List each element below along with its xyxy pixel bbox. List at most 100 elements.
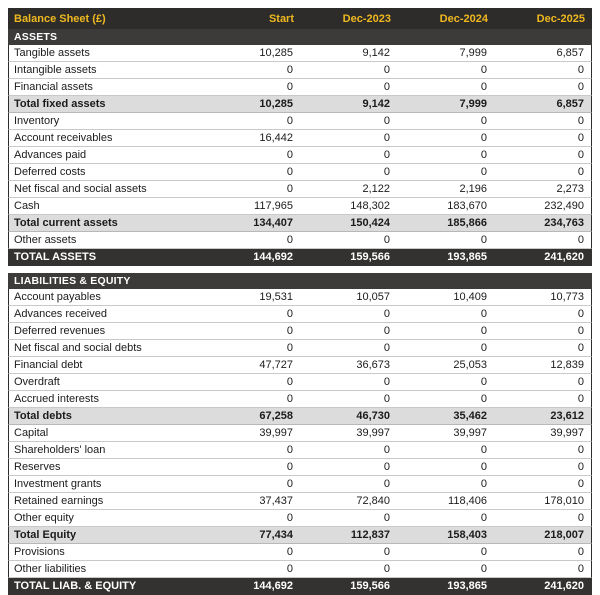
row-value: 6,857	[556, 47, 584, 59]
row-label: Intangible assets	[14, 64, 97, 76]
row-label: TOTAL ASSETS	[14, 251, 97, 263]
row-value: 232,490	[544, 200, 584, 212]
table-row: Retained earnings 37,437 72,840 118,406 178,…	[8, 493, 592, 510]
row-value: 0	[286, 183, 293, 195]
row-value: 16,442	[259, 132, 293, 144]
table-row: Deferred costs 0 0 0 0	[8, 164, 592, 181]
table-row: Financial assets 0 0 0 0	[8, 79, 592, 96]
row-value: 0	[480, 166, 487, 178]
row-value: 0	[480, 512, 487, 524]
row-label: Total current assets	[14, 217, 118, 229]
table-row: Provisions 0 0 0 0	[8, 544, 592, 561]
row-value: 0	[286, 234, 293, 246]
row-label: Total debts	[14, 410, 72, 422]
table-row: Reserves 0 0 0 0	[8, 459, 592, 476]
table-row: Cash 117,965 148,302 183,670 232,490	[8, 198, 592, 215]
row-value: 241,620	[544, 251, 584, 263]
row-value: 0	[577, 115, 584, 127]
row-value: 0	[480, 461, 487, 473]
row-value: 0	[480, 115, 487, 127]
row-value: 0	[480, 478, 487, 490]
row-value: 0	[480, 393, 487, 405]
row-value: 178,010	[544, 495, 584, 507]
row-label: Investment grants	[14, 478, 102, 490]
row-value: 0	[383, 342, 390, 354]
table-row: Investment grants 0 0 0 0	[8, 476, 592, 493]
row-label: Tangible assets	[14, 47, 90, 59]
row-label: Net fiscal and social assets	[14, 183, 147, 195]
row-value: 23,612	[550, 410, 584, 422]
row-value: 118,406	[448, 495, 487, 507]
row-value: 0	[383, 149, 390, 161]
row-value: 0	[480, 376, 487, 388]
table-row: Tangible assets 10,285 9,142 7,999 6,857	[8, 45, 592, 62]
row-value: 47,727	[259, 359, 293, 371]
row-value: 0	[480, 234, 487, 246]
row-label: Provisions	[14, 546, 65, 558]
row-value: 9,142	[362, 47, 390, 59]
row-value: 0	[286, 376, 293, 388]
column-header-dec-2024: Dec-2024	[439, 12, 488, 25]
row-value: 134,407	[253, 217, 293, 229]
row-value: 117,965	[254, 200, 293, 212]
row-value: 0	[577, 325, 584, 337]
row-label: Other equity	[14, 512, 74, 524]
table-row: Advances received 0 0 0 0	[8, 306, 592, 323]
row-value: 0	[480, 325, 487, 337]
row-value: 0	[577, 81, 584, 93]
row-value: 144,692	[253, 251, 293, 263]
row-value: 37,437	[259, 495, 293, 507]
row-label: Financial assets	[14, 81, 93, 93]
row-value: 7,999	[459, 98, 487, 110]
row-value: 0	[577, 149, 584, 161]
row-label: Shareholders' loan	[14, 444, 106, 456]
row-label: Advances received	[14, 308, 107, 320]
row-value: 0	[480, 81, 487, 93]
row-label: Total Equity	[14, 529, 77, 541]
row-value: 0	[286, 149, 293, 161]
row-value: 0	[480, 444, 487, 456]
row-value: 144,692	[253, 580, 293, 592]
row-value: 0	[383, 308, 390, 320]
row-label: TOTAL LIAB. & EQUITY	[14, 580, 137, 592]
row-value: 0	[383, 81, 390, 93]
table-body: ASSETS Tangible assets 10,285 9,142 7,999 6,8…	[8, 29, 592, 595]
row-value: 10,285	[259, 47, 293, 59]
row-label: Overdraft	[14, 376, 60, 388]
row-value: 112,837	[350, 529, 390, 541]
table-row: Other equity 0 0 0 0	[8, 510, 592, 527]
table-row: Net fiscal and social assets 0 2,122 2,196 2…	[8, 181, 592, 198]
row-value: 0	[480, 342, 487, 354]
row-value: 46,730	[356, 410, 390, 422]
row-value: 0	[286, 444, 293, 456]
row-label: Reserves	[14, 461, 61, 473]
row-value: 0	[577, 166, 584, 178]
row-label: Advances paid	[14, 149, 87, 161]
section-header-assets: ASSETS	[8, 29, 592, 45]
row-value: 193,865	[447, 251, 487, 263]
table-row: Overdraft 0 0 0 0	[8, 374, 592, 391]
row-value: 10,409	[453, 291, 487, 303]
row-label: Other assets	[14, 234, 77, 246]
row-value: 72,840	[356, 495, 390, 507]
row-label: Total fixed assets	[14, 98, 106, 110]
table-row: TOTAL LIAB. & EQUITY 144,692 159,566 193,86…	[8, 578, 592, 595]
column-header-dec-2025: Dec-2025	[536, 12, 585, 25]
row-label: Retained earnings	[14, 495, 104, 507]
row-value: 0	[480, 308, 487, 320]
row-value: 0	[286, 342, 293, 354]
row-value: 193,865	[447, 580, 487, 592]
table-row: Inventory 0 0 0 0	[8, 113, 592, 130]
table-row: Intangible assets 0 0 0 0	[8, 62, 592, 79]
row-value: 19,531	[259, 291, 293, 303]
row-value: 6,857	[556, 98, 584, 110]
row-label: Capital	[14, 427, 49, 439]
table-row: Accrued interests 0 0 0 0	[8, 391, 592, 408]
table-row: Other assets 0 0 0 0	[8, 232, 592, 249]
row-value: 39,997	[550, 427, 584, 439]
row-value: 0	[286, 393, 293, 405]
row-value: 0	[577, 461, 584, 473]
row-value: 0	[577, 393, 584, 405]
row-value: 0	[286, 325, 293, 337]
row-value: 0	[286, 308, 293, 320]
